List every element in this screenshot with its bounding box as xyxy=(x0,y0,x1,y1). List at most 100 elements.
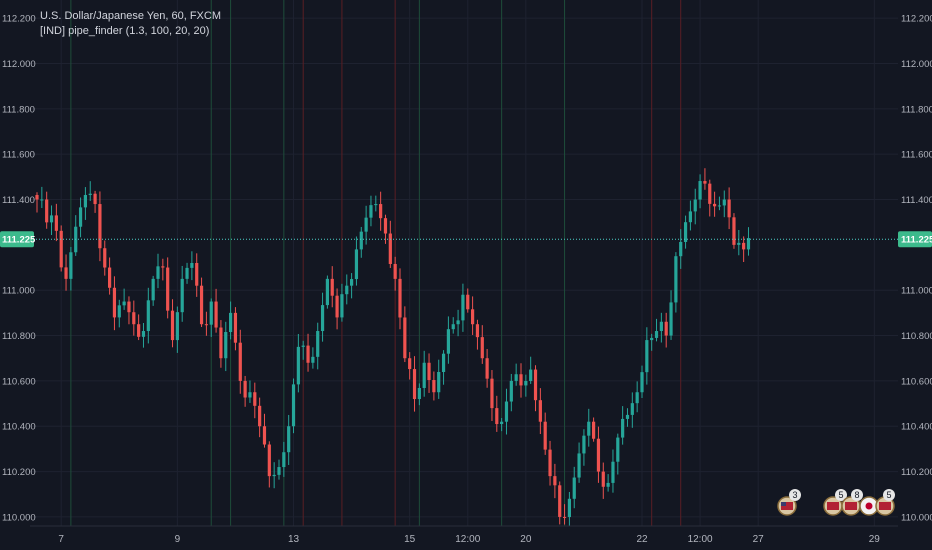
candle-body xyxy=(306,345,310,363)
candle-body xyxy=(408,358,412,370)
candle-body xyxy=(582,435,586,454)
candle-body xyxy=(345,285,349,295)
candle-body xyxy=(69,252,73,279)
candle-body xyxy=(248,392,252,398)
candle-body xyxy=(654,331,659,338)
candle-body xyxy=(524,381,528,386)
candle-body xyxy=(664,321,668,336)
candle-body xyxy=(398,278,402,318)
candle-body xyxy=(427,362,431,381)
candle-body xyxy=(606,482,610,487)
candle-body xyxy=(291,384,296,427)
candle-body xyxy=(379,204,383,219)
candle-body xyxy=(746,238,751,250)
candle-body xyxy=(127,301,131,313)
candle-body xyxy=(243,380,247,398)
event-count: 5 xyxy=(886,490,891,500)
candle-body xyxy=(621,418,625,438)
left-price-axis: 112.200 112.000 111.800 111.600 111.400 111.0… xyxy=(2,14,36,524)
event-count-badge xyxy=(883,489,895,501)
candle-body xyxy=(282,452,286,468)
time-tick-label: 12:00 xyxy=(455,534,480,545)
candle-body xyxy=(543,421,547,450)
candle-body xyxy=(340,294,344,318)
candle-body xyxy=(412,369,417,400)
candle-body xyxy=(630,403,634,415)
candle-body xyxy=(471,309,475,325)
candle-body xyxy=(732,217,736,245)
candle-body xyxy=(742,242,746,250)
symbol-title[interactable]: U.S. Dollar/Japanese Yen, 60, FXCM xyxy=(40,10,221,22)
candle-body xyxy=(601,471,605,487)
candle-body xyxy=(296,346,300,385)
event-group-1[interactable]: 3 xyxy=(777,489,801,516)
price-tick-label: 112.200 xyxy=(2,14,36,25)
candle-body xyxy=(320,305,325,332)
event-group-2[interactable]: 5 8 5 xyxy=(823,489,895,516)
right-axis-panel[interactable] xyxy=(898,0,932,526)
price-badge-right xyxy=(898,231,932,248)
candle-body xyxy=(59,230,63,268)
candle-body xyxy=(287,426,291,453)
price-tick-label: 110.600 xyxy=(2,376,36,387)
candle-body xyxy=(161,266,165,268)
event-markers[interactable]: 3 5 8 5 xyxy=(777,489,895,516)
us-flag-icon xyxy=(879,502,891,510)
time-tick-label: 22 xyxy=(636,534,648,545)
time-tick-label: 15 xyxy=(404,534,416,545)
candle-body xyxy=(572,477,576,499)
candle-body xyxy=(141,331,146,337)
candle-body xyxy=(441,353,446,372)
current-price-left: 111.225 xyxy=(2,235,36,246)
candle-body xyxy=(258,405,262,427)
time-tick-label: 9 xyxy=(175,534,181,545)
price-tick-label: 111.000 xyxy=(2,286,35,297)
candle-body xyxy=(151,278,155,301)
candle-body xyxy=(272,474,276,477)
candle-body xyxy=(717,205,722,207)
candle-body xyxy=(553,476,557,486)
event-count: 8 xyxy=(854,490,859,500)
candle-body xyxy=(83,194,87,208)
indicator-label[interactable]: [IND] pipe_finder (1.3, 100, 20, 20) xyxy=(40,25,210,37)
candle-body xyxy=(713,203,717,207)
candle-body xyxy=(625,414,630,419)
price-tick-label: 111.600 xyxy=(901,150,932,161)
time-axis-panel[interactable] xyxy=(0,526,932,550)
candle-body xyxy=(54,215,58,231)
candle-body xyxy=(190,263,194,268)
candle-body xyxy=(437,371,441,393)
candle-body xyxy=(693,199,697,212)
candlestick-series[interactable] xyxy=(35,168,751,530)
candle-body xyxy=(301,345,305,347)
candle-body xyxy=(727,199,731,218)
price-tick-label: 111.400 xyxy=(2,195,35,206)
candle-body xyxy=(335,295,339,318)
candle-body xyxy=(417,387,421,400)
candle-body xyxy=(562,516,567,518)
candle-body xyxy=(35,194,39,200)
candle-body xyxy=(238,342,242,381)
candle-body xyxy=(369,205,373,218)
candle-body xyxy=(277,467,281,475)
candle-body xyxy=(737,242,741,245)
price-tick-label: 110.000 xyxy=(2,512,36,523)
candle-body xyxy=(93,193,97,205)
candle-body xyxy=(166,267,170,311)
candle-body xyxy=(233,312,238,343)
candle-body xyxy=(98,204,102,249)
candle-body xyxy=(156,266,160,279)
candle-body xyxy=(112,287,117,318)
price-tick-label: 110.800 xyxy=(901,331,932,342)
candle-body xyxy=(403,317,407,359)
price-tick-label: 112.000 xyxy=(901,59,932,70)
candle-body xyxy=(548,449,552,477)
candle-body xyxy=(262,426,267,445)
candle-body xyxy=(316,331,320,357)
candle-body xyxy=(466,294,470,310)
candle-body xyxy=(567,498,571,518)
price-tick-label: 111.600 xyxy=(2,150,35,161)
candle-body xyxy=(195,263,199,286)
